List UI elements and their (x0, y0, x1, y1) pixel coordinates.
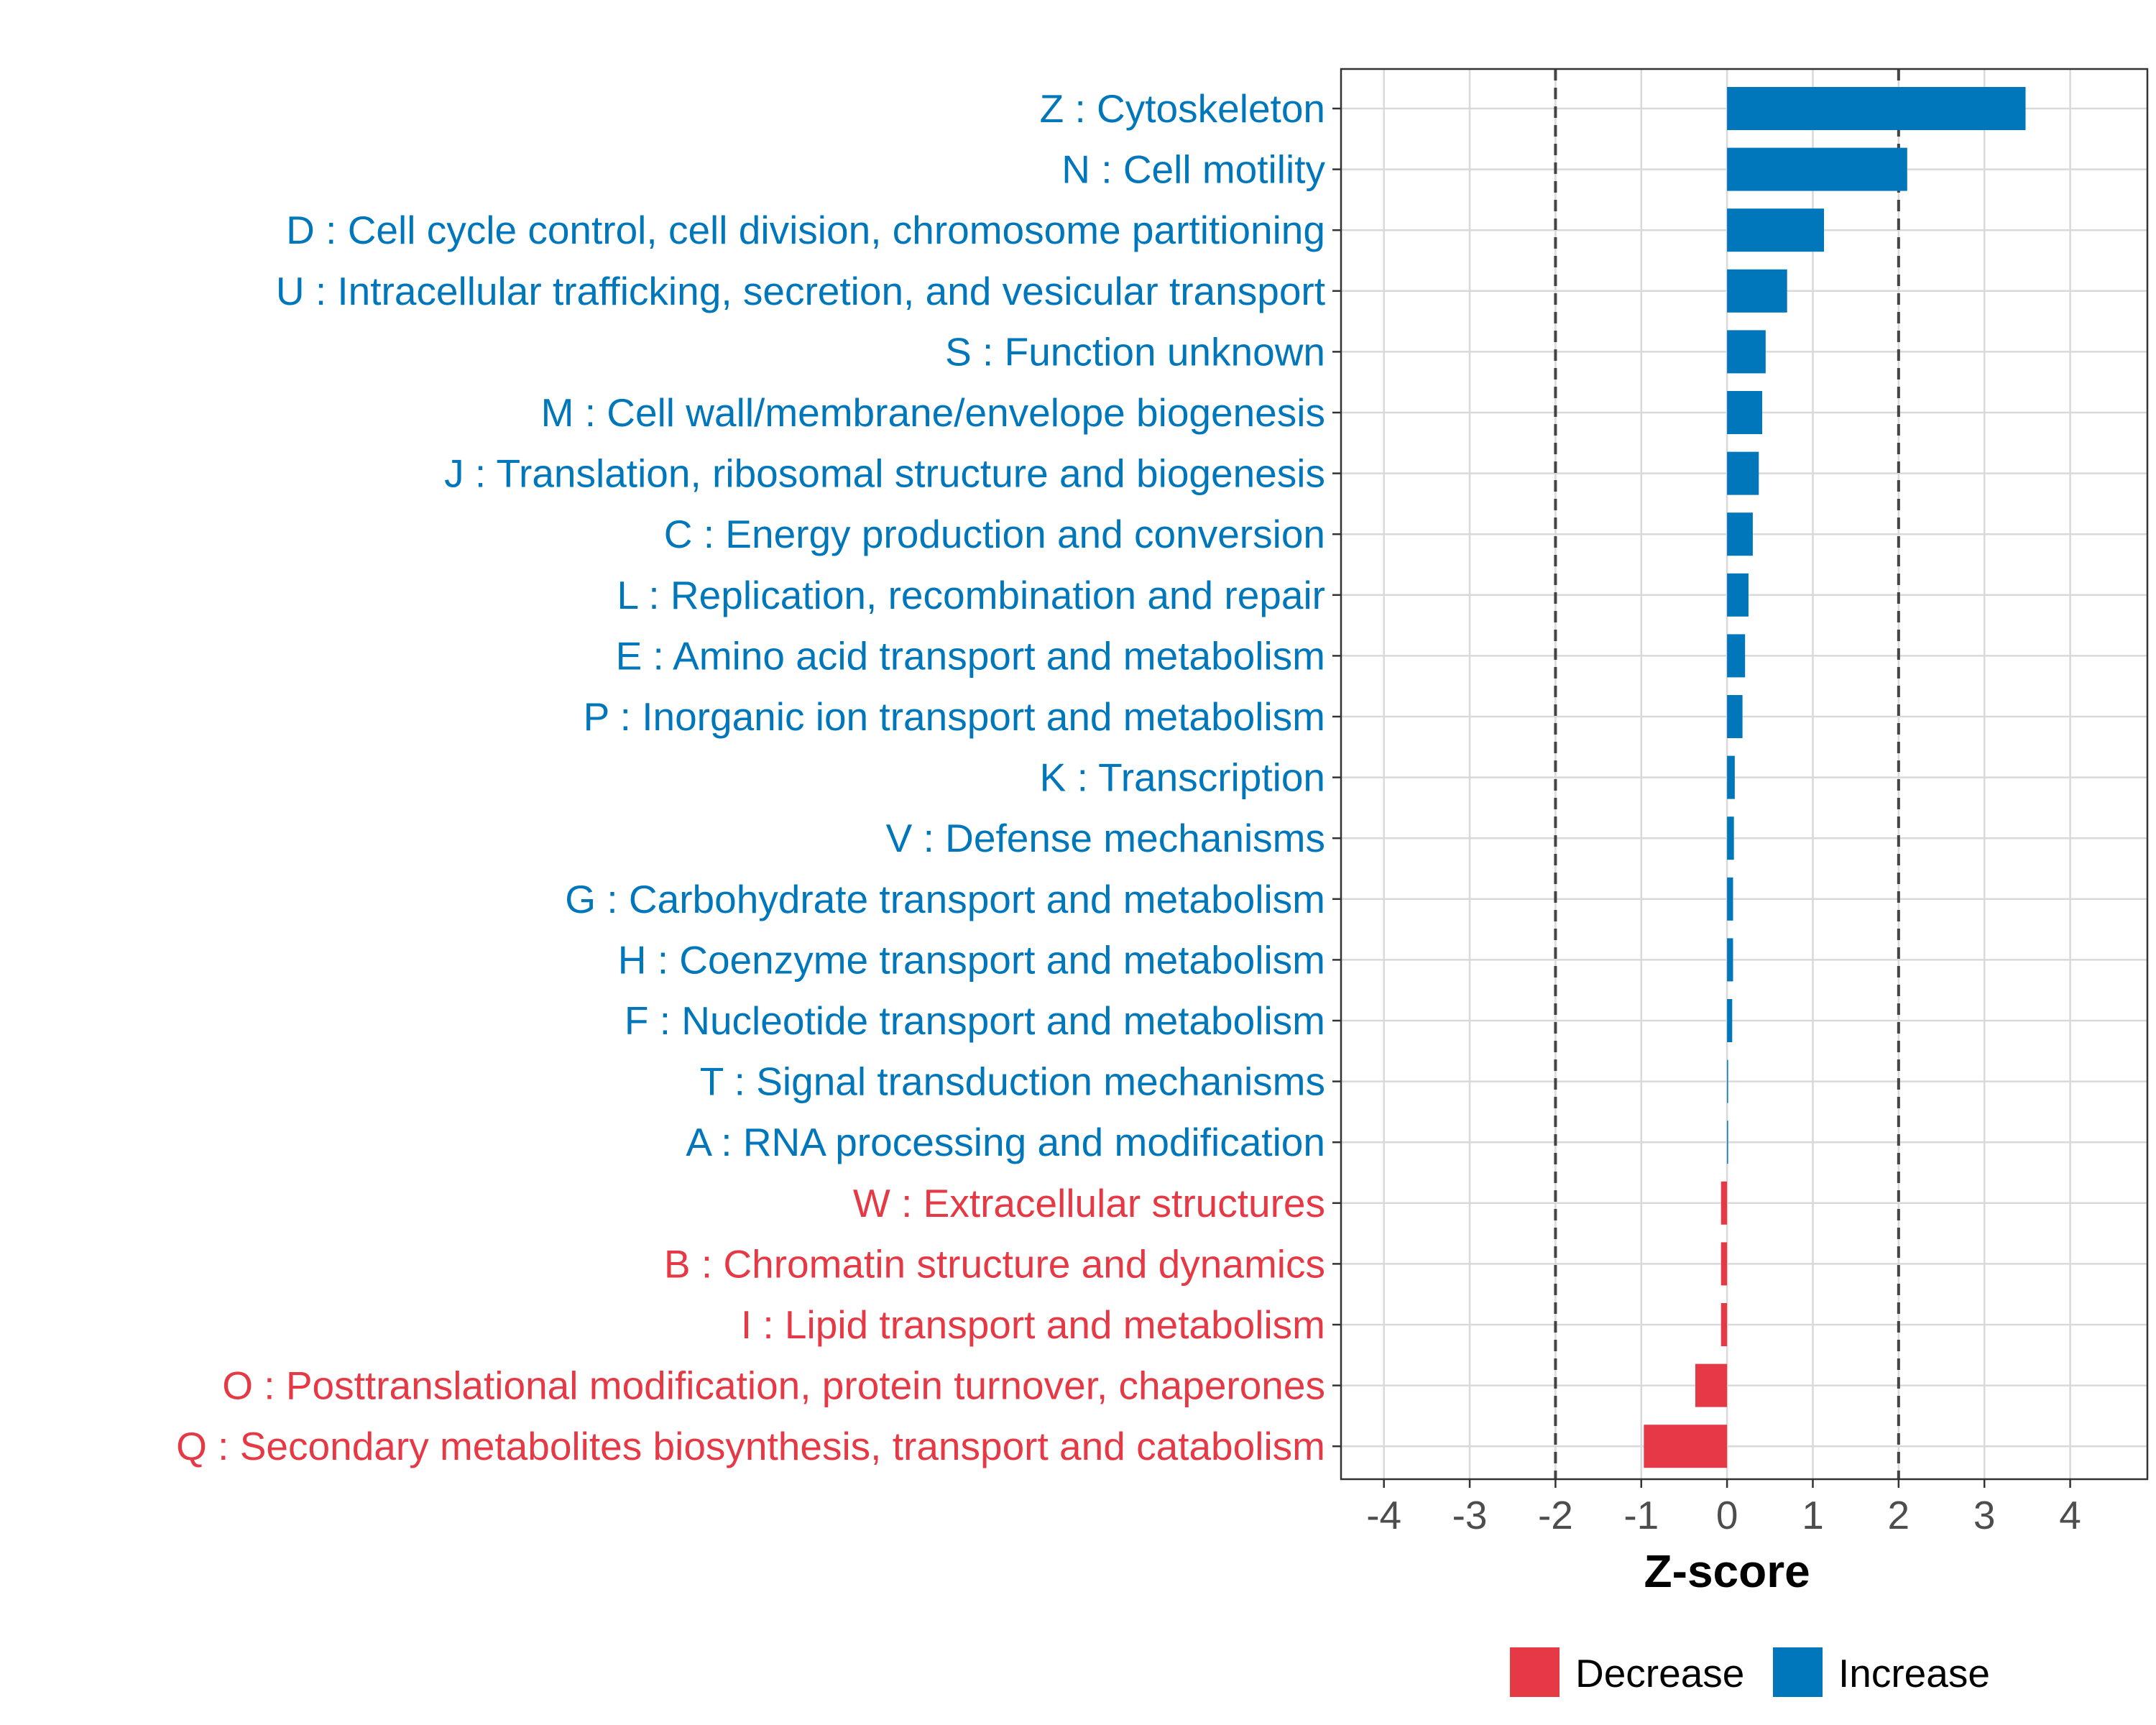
y-tick-label: A : RNA processing and modification (686, 1120, 1325, 1164)
bar (1720, 1181, 1728, 1225)
x-tick-label: 1 (1802, 1493, 1824, 1537)
y-tick-label: Z : Cytoskeleton (1040, 86, 1325, 131)
y-tick-label: C : Energy production and conversion (664, 512, 1325, 556)
y-tick-label: O : Posttranslational modification, prot… (222, 1363, 1325, 1408)
bar (1720, 1303, 1728, 1346)
x-tick-label: 0 (1716, 1493, 1738, 1537)
x-tick-label: 2 (1888, 1493, 1910, 1537)
y-tick-label: D : Cell cycle control, cell division, c… (286, 208, 1325, 252)
legend-label: Increase (1838, 1651, 1990, 1696)
y-tick-label: V : Defense mechanisms (886, 816, 1325, 860)
bar (1727, 573, 1749, 617)
bar (1727, 755, 1735, 799)
panel-border (1340, 68, 2149, 1481)
bar (1727, 877, 1733, 921)
bar (1727, 208, 1825, 252)
x-tick-label: -3 (1452, 1493, 1488, 1537)
bar (1727, 269, 1787, 313)
bar (1727, 999, 1733, 1042)
y-tick-label: Q : Secondary metabolites biosynthesis, … (176, 1424, 1325, 1468)
y-tick-label: K : Transcription (1040, 755, 1325, 800)
bar (1720, 1242, 1728, 1286)
y-tick-label: G : Carbohydrate transport and metabolis… (565, 877, 1325, 921)
y-tick-label: W : Extracellular structures (853, 1181, 1325, 1225)
bar (1727, 938, 1733, 982)
legend: Decrease Increase (1510, 1647, 1990, 1697)
y-tick-label: J : Translation, ribosomal structure and… (444, 451, 1325, 496)
y-tick-label: T : Signal transduction mechanisms (700, 1059, 1325, 1104)
bar (1727, 87, 2026, 130)
legend-label: Decrease (1575, 1651, 1744, 1696)
y-tick-label: N : Cell motility (1061, 147, 1325, 192)
y-axis-labels: Z : Cytoskeleton N : Cell motility D : Cel… (176, 86, 1341, 1468)
bars (1644, 87, 2026, 1468)
legend-swatch (1773, 1647, 1823, 1697)
y-tick-label: B : Chromatin structure and dynamics (664, 1241, 1325, 1286)
y-tick-label: E : Amino acid transport and metabolism (616, 633, 1325, 678)
x-tick-label: -1 (1623, 1493, 1659, 1537)
x-tick-label: -4 (1366, 1493, 1401, 1537)
y-tick-label: F : Nucleotide transport and metabolism (625, 998, 1325, 1043)
bar (1727, 512, 1753, 556)
y-tick-label: H : Coenzyme transport and metabolism (618, 937, 1325, 982)
y-tick-label: M : Cell wall/membrane/envelope biogenes… (541, 390, 1325, 435)
x-axis: -4 -3 -2 -1 0 1 2 3 4 (1366, 1479, 2081, 1537)
reference-lines (1554, 69, 1900, 1479)
bar (1727, 330, 1766, 374)
bar (1727, 695, 1743, 738)
legend-swatch (1510, 1647, 1560, 1697)
y-tick-label: I : Lipid transport and metabolism (741, 1302, 1325, 1347)
bar (1727, 451, 1759, 495)
bar (1644, 1425, 1728, 1468)
bar (1727, 1059, 1728, 1103)
x-tick-label: -2 (1538, 1493, 1573, 1537)
bar (1727, 634, 1746, 678)
y-tick-label: P : Inorganic ion transport and metaboli… (584, 694, 1325, 739)
bar (1727, 391, 1763, 434)
bar (1727, 816, 1734, 860)
x-tick-label: 3 (1973, 1493, 1996, 1537)
bar (1727, 147, 1907, 191)
x-tick-label: 4 (2059, 1493, 2081, 1537)
x-axis-title: Z-score (1644, 1545, 1810, 1597)
y-tick-label: L : Replication, recombination and repai… (617, 573, 1325, 617)
y-tick-label: U : Intracellular trafficking, secretion… (276, 269, 1325, 313)
y-tick-label: S : Function unknown (945, 329, 1325, 374)
bar (1695, 1363, 1728, 1407)
bar (1727, 1121, 1728, 1164)
